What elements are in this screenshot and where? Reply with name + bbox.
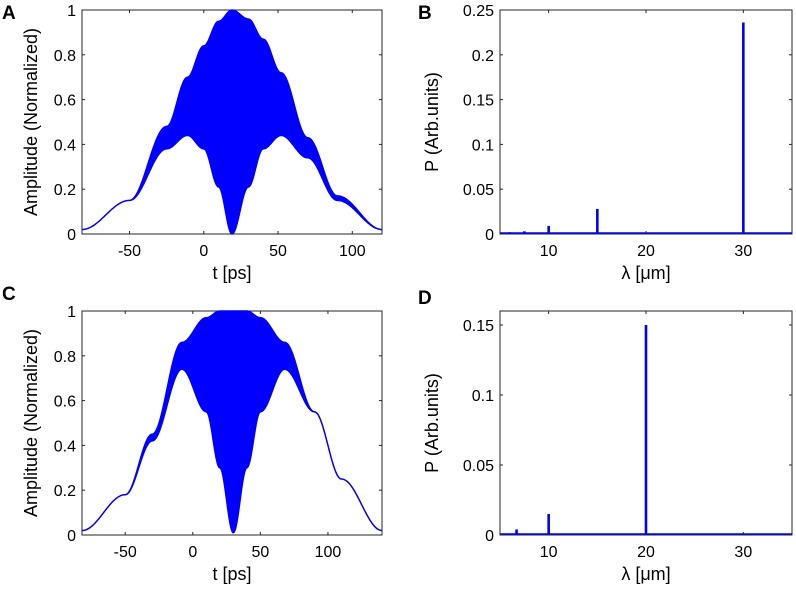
y-tick-label: 0.1 [472, 388, 494, 405]
x-tick-label: -50 [114, 544, 137, 561]
panel-label-d: D [418, 288, 432, 309]
chart-panel-c: -50 0 50 100 0 0.2 0.4 0.6 0.8 1 t [ps] Amplitude (… [21, 304, 383, 584]
x-axis-label: t [ps] [212, 564, 251, 584]
x-axis-label: λ [μm] [621, 263, 670, 283]
panel-label-b: B [418, 3, 432, 24]
panel-label-a: A [2, 3, 16, 24]
y-tick-label: 0.05 [463, 458, 494, 475]
y-tick-label: 0 [485, 528, 494, 545]
y-tick-label: 0.15 [463, 93, 494, 110]
plot-area [499, 9, 793, 235]
y-tick-label: 0.6 [54, 394, 76, 411]
y-tick-label: 0.6 [54, 93, 76, 110]
y-tick-label: 0.15 [463, 318, 494, 335]
y-tick-label: 1 [67, 3, 76, 20]
y-tick-label: 0 [67, 528, 76, 545]
chart-panel-a: -50 0 50 100 0 0.2 0.4 0.6 0.8 1 t [ps] Amplitude (… [21, 3, 383, 283]
y-tick-label: 0.4 [54, 137, 76, 154]
x-tick-label: 30 [734, 243, 752, 260]
x-tick-label: 20 [637, 544, 655, 561]
x-tick-label: 0 [188, 544, 197, 561]
signal-envelope-fill [82, 9, 382, 235]
x-tick-label: 0 [199, 243, 208, 260]
y-tick-label: 0.05 [463, 182, 494, 199]
y-tick-label: 1 [67, 304, 76, 321]
y-tick-label: 0.1 [472, 137, 494, 154]
y-axis-label: Amplitude (Normalized) [21, 329, 41, 517]
y-axis-label: P (Arb.units) [422, 373, 442, 473]
y-tick-label: 0.4 [54, 438, 76, 455]
y-tick-label: 0.2 [472, 48, 494, 65]
x-tick-label: 20 [637, 243, 655, 260]
x-tick-label: 10 [540, 243, 558, 260]
signal-envelope-fill [82, 310, 383, 534]
y-tick-label: 0.2 [54, 483, 76, 500]
y-tick-label: 0 [67, 227, 76, 244]
y-tick-label: 0.25 [463, 3, 494, 20]
x-tick-label: 30 [734, 544, 752, 561]
y-tick-label: 0.8 [54, 349, 76, 366]
chart-panel-b: 10 20 30 0 0.05 0.1 0.15 0.2 0.25 λ [μm] P (Arb.un… [422, 3, 793, 283]
y-tick-label: 0.2 [54, 182, 76, 199]
x-axis-label: λ [μm] [621, 564, 670, 584]
y-tick-label: 0 [485, 227, 494, 244]
chart-panel-d: 10 20 30 0 0.05 0.1 0.15 λ [μm] P (Arb.units) [422, 310, 793, 584]
x-tick-label: 100 [339, 243, 366, 260]
x-tick-label: 10 [540, 544, 558, 561]
y-tick-label: 0.8 [54, 48, 76, 65]
x-tick-label: 50 [269, 243, 287, 260]
y-axis-label: P (Arb.units) [422, 72, 442, 172]
x-axis-label: t [ps] [212, 263, 251, 283]
y-axis-label: Amplitude (Normalized) [21, 28, 41, 216]
x-tick-label: -50 [118, 243, 141, 260]
panel-label-c: C [2, 284, 16, 305]
x-tick-label: 100 [315, 544, 342, 561]
x-tick-label: 50 [251, 544, 269, 561]
